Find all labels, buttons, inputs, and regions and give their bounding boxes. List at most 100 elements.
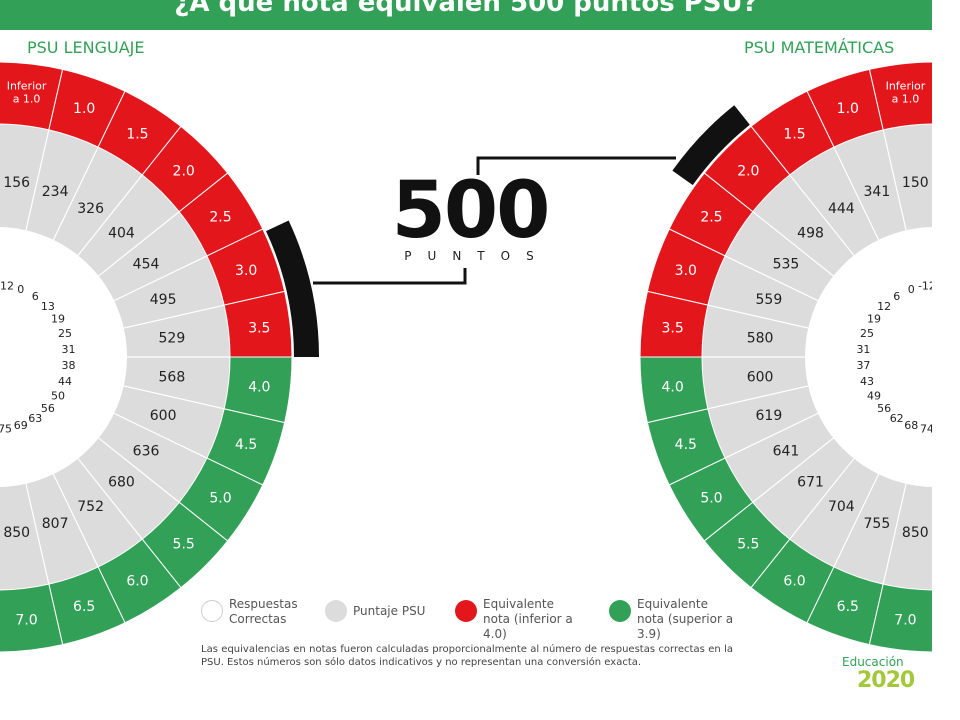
lenguaje-answer-label: 38 — [62, 359, 76, 372]
matematicas-answer-label: 6 — [893, 290, 900, 303]
lenguaje-grade-label: Inferior — [7, 80, 47, 93]
lenguaje-grade-label: a 1.0 — [13, 93, 41, 106]
matematicas-score-label: 444 — [828, 201, 855, 217]
matematicas-grade-label: 7.0 — [894, 612, 916, 628]
header-bar: ¿A qué nota equivalen 500 puntos PSU? — [0, 0, 932, 30]
matematicas-grade-label: 4.5 — [675, 437, 697, 453]
matematicas-answer-label: 37 — [856, 359, 870, 372]
matematicas-answer-label: 49 — [867, 389, 881, 402]
matematicas-answer-label: 0 — [908, 283, 915, 296]
lenguaje-answer-label: 13 — [41, 300, 55, 313]
lenguaje-score-label: 568 — [159, 370, 186, 386]
matematicas-grade-label: 2.5 — [700, 210, 722, 226]
matematicas-score-label: 850 — [902, 525, 929, 541]
matematicas-divider-line — [752, 211, 932, 356]
lenguaje-score-label: 404 — [108, 226, 135, 242]
matematicas-score-label: 341 — [864, 184, 891, 200]
lenguaje-score-label: 156 — [3, 175, 30, 191]
matematicas-grade-label: 6.5 — [837, 599, 859, 615]
lenguaje-answer-label: -12 — [0, 279, 14, 292]
lenguaje-divider-line — [0, 357, 208, 459]
legend-correct-label: Respuestas Correctas — [229, 597, 298, 626]
lenguaje-grade-label: 1.0 — [73, 101, 95, 117]
matematicas-score-label: 559 — [756, 292, 783, 308]
matematicas-grade-label: 5.5 — [737, 537, 759, 553]
lenguaje-score-label: 495 — [150, 292, 177, 308]
lenguaje-grade-label: 6.5 — [73, 599, 95, 615]
lenguaje-answer-label: 75 — [0, 423, 12, 436]
right-connector-line — [476, 156, 676, 175]
matematicas-score-label: 704 — [828, 499, 855, 515]
matematicas-divider-line — [789, 359, 932, 540]
legend-green-label: Equivalente nota (superior a 3.9) — [637, 597, 734, 641]
lenguaje-grade-label: 1.5 — [126, 126, 148, 142]
lenguaje-divider-line — [0, 255, 208, 357]
matematicas-score-label: 150 — [902, 175, 929, 191]
matematicas-divider-line — [724, 357, 932, 459]
green-circle-icon — [609, 600, 631, 622]
lenguaje-answer-label: 50 — [51, 389, 65, 402]
matematicas-answer-label: 56 — [877, 402, 891, 415]
matematicas-divider-line — [789, 174, 932, 355]
lenguaje-answer-label: 19 — [51, 313, 65, 326]
matematicas-answer-label: 43 — [860, 375, 874, 388]
lenguaje-answer-label: 25 — [58, 327, 72, 340]
lenguaje-divider-line — [0, 146, 99, 353]
lenguaje-divider-line — [0, 211, 180, 356]
lenguaje-answer-label: 0 — [17, 283, 24, 296]
lenguaje-score-label: 234 — [42, 184, 69, 200]
lenguaje-grade-label: 4.0 — [248, 380, 270, 396]
matematicas-divider-line — [882, 129, 932, 347]
matematicas-divider-line — [833, 361, 932, 568]
lenguaje-score-label: 454 — [133, 256, 160, 272]
lenguaje-answer-label: 6 — [32, 290, 39, 303]
matematicas-answer-label: 74 — [920, 423, 932, 436]
matematicas-grade-label: 6.0 — [783, 574, 805, 590]
white-circle-icon — [201, 600, 223, 622]
legend-red-label: Equivalente nota (inferior a 4.0) — [483, 597, 573, 641]
matematicas-highlight-arc — [672, 105, 750, 186]
matematicas-score-label: 641 — [773, 444, 800, 460]
lenguaje-divider-line — [0, 174, 143, 355]
matematicas-answer-label: 31 — [856, 343, 870, 356]
matematicas-divider-line — [707, 304, 932, 357]
left-connector-line — [313, 268, 467, 285]
lenguaje-grade-label: 6.0 — [126, 574, 148, 590]
matematicas-divider-line — [724, 255, 932, 357]
right-margin — [932, 0, 960, 720]
matematicas-score-label: 600 — [747, 370, 774, 386]
matematicas-answer-label: -12 — [918, 279, 932, 292]
lenguaje-grade-label: 7.0 — [15, 612, 37, 628]
matematicas-grade-label: 2.0 — [737, 163, 759, 179]
matematicas-grade-label: Inferior — [886, 80, 926, 93]
lenguaje-score-label: 752 — [77, 499, 104, 515]
page-title: ¿A qué nota equivalen 500 puntos PSU? — [174, 0, 758, 18]
matematicas-answer-label: 19 — [867, 313, 881, 326]
lenguaje-grade-label: 2.0 — [173, 163, 195, 179]
matematicas-divider-line — [833, 146, 932, 353]
matematicas-score-label: 580 — [747, 330, 774, 346]
matematicas-answer-label: 68 — [904, 419, 918, 432]
matematicas-score-label: 535 — [773, 256, 800, 272]
lenguaje-highlight-arc — [266, 220, 319, 357]
lenguaje-grade-label: 5.0 — [209, 490, 231, 506]
lenguaje-answer-label: 56 — [41, 402, 55, 415]
lenguaje-grade-label: 5.5 — [173, 537, 195, 553]
lenguaje-answer-label: 31 — [62, 343, 76, 356]
matematicas-divider-line — [752, 358, 932, 503]
gray-circle-icon — [325, 600, 347, 622]
lenguaje-grade-sector — [0, 583, 64, 653]
matematicas-score-label: 619 — [756, 408, 783, 424]
lenguaje-score-label: 600 — [150, 408, 177, 424]
lenguaje-grade-label: 2.5 — [209, 210, 231, 226]
matematicas-grade-label: 4.0 — [662, 380, 684, 396]
footnote: Las equivalencias en notas fueron calcul… — [201, 644, 733, 668]
matematicas-answer-label: 62 — [890, 412, 904, 425]
lenguaje-grade-label: 4.5 — [235, 437, 257, 453]
connector-lines — [313, 156, 676, 285]
lenguaje-label: PSU LENGUAJE — [27, 38, 145, 57]
lenguaje-score-label: 850 — [3, 525, 30, 541]
lenguaje-divider-line — [0, 359, 143, 540]
